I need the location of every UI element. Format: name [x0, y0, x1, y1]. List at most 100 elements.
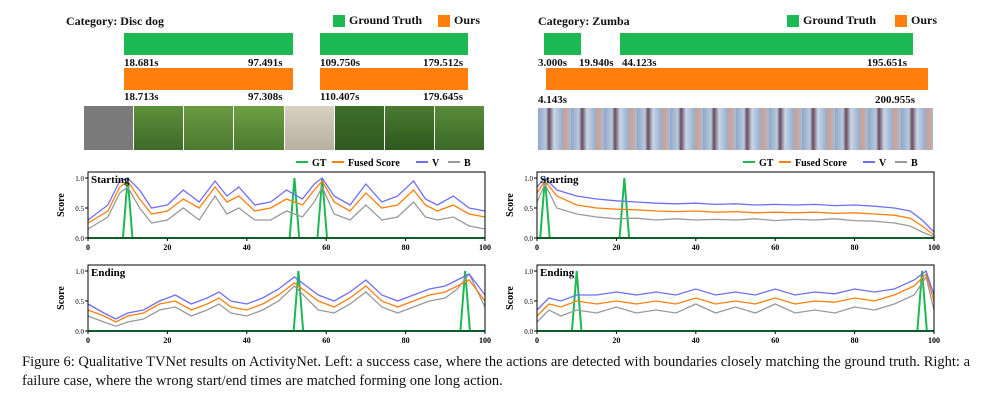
x-tick-label: 40 [243, 336, 251, 345]
chart-title: Ending [91, 267, 126, 279]
x-tick-label: 0 [535, 336, 539, 345]
x-tick-label: 60 [322, 243, 330, 252]
series-line-v [536, 177, 935, 233]
plot-frame [536, 171, 935, 239]
x-tick-label: 100 [479, 336, 491, 345]
left-ours-bar-1 [124, 68, 293, 90]
y-tick-label: 0.5 [75, 205, 84, 213]
y-tick-label: 0.0 [75, 235, 84, 243]
right-gt-end-2: 195.651s [867, 57, 908, 69]
legend-fused-text: Fused Score [795, 158, 847, 169]
right-gt-end-1: 19.940s [579, 57, 614, 69]
left-ours-start-2: 110.407s [320, 91, 360, 103]
right-plot-legend-svg: GT Fused Score V B [743, 158, 918, 169]
legend-v-text: V [432, 158, 440, 169]
x-tick-label: 40 [692, 243, 700, 252]
series-line-fused-score [536, 272, 935, 317]
left-gt-start-2: 109.750s [320, 57, 361, 69]
y-tick-label: 0.5 [75, 298, 84, 306]
video-frame [284, 106, 334, 150]
left-plot-legend: GT Fused Score V B [296, 155, 486, 169]
legend-b-text: B [464, 158, 471, 169]
right-gt-start-1: 3.000s [538, 57, 568, 69]
legend-gt-text: GT [759, 158, 774, 169]
right-gt-start-2: 44.123s [622, 57, 657, 69]
series-line-v [87, 273, 486, 320]
chart-title: Ending [540, 267, 575, 279]
x-tick-label: 60 [322, 336, 330, 345]
x-tick-label: 100 [928, 336, 940, 345]
left-plot-legend-svg: GT Fused Score V B [296, 158, 471, 169]
legend-fused-text: Fused Score [348, 158, 400, 169]
video-frame [234, 106, 284, 150]
x-tick-label: 20 [612, 336, 620, 345]
series-line-b [536, 182, 935, 238]
legend-v-text: V [879, 158, 887, 169]
left-gt-legend: Ground Truth [349, 13, 423, 27]
left-gt-swatch [333, 15, 345, 27]
x-tick-label: 0 [535, 243, 539, 252]
x-tick-label: 80 [851, 336, 859, 345]
series-line-b [87, 185, 486, 230]
plot-frame [87, 264, 486, 332]
series-line-fused-score [87, 179, 486, 224]
video-frame [184, 106, 234, 150]
y-tick-label: 1.0 [524, 175, 533, 183]
y-tick-label: 0.5 [524, 205, 533, 213]
left-ours-bar-2 [320, 68, 468, 90]
right-gt-swatch [787, 15, 799, 27]
left-gt-start-1: 18.681s [124, 57, 159, 69]
x-tick-label: 80 [851, 243, 859, 252]
left-ours-end-2: 179.645s [423, 91, 464, 103]
legend-gt-text: GT [312, 158, 327, 169]
right-ours-bar [546, 68, 928, 90]
y-axis-label: Score [56, 193, 67, 217]
video-frame [384, 106, 434, 150]
figure-caption: Figure 6: Qualitative TVNet results on A… [22, 354, 971, 389]
y-axis-label: Score [505, 286, 516, 310]
x-tick-label: 20 [612, 243, 620, 252]
right-category-label: Category: Zumba [538, 14, 630, 28]
x-tick-label: 0 [86, 336, 90, 345]
series-line-b [536, 275, 935, 323]
x-tick-label: 20 [163, 336, 171, 345]
right-gt-legend: Ground Truth [803, 13, 877, 27]
right-gt-bar-2 [620, 33, 913, 55]
gt-peak-line [88, 270, 485, 332]
video-frame [434, 106, 484, 150]
left-video-frames [84, 106, 484, 150]
right-gt-bar-1 [544, 33, 581, 55]
video-frame [134, 106, 184, 150]
right-ending-chart: Ending Score 0.0 0.5 1.0 0 20 40 60 80 100 [505, 264, 940, 345]
left-gt-end-1: 97.491s [248, 57, 283, 69]
x-tick-label: 20 [163, 243, 171, 252]
x-tick-label: 60 [771, 243, 779, 252]
right-ours-swatch [895, 15, 907, 27]
y-tick-label: 1.0 [75, 268, 84, 276]
y-tick-label: 0.5 [524, 298, 533, 306]
x-tick-label: 0 [86, 243, 90, 252]
x-tick-label: 40 [692, 336, 700, 345]
x-tick-label: 40 [243, 243, 251, 252]
series-line-v [536, 269, 935, 311]
right-video-frames [538, 108, 933, 150]
x-tick-label: 100 [928, 243, 940, 252]
gt-peak-line [88, 270, 485, 332]
left-ours-end-1: 97.308s [248, 91, 283, 103]
left-ours-swatch [438, 15, 450, 27]
series-line-fused-score [87, 279, 486, 323]
left-gt-end-2: 179.512s [423, 57, 464, 69]
y-tick-label: 1.0 [75, 175, 84, 183]
left-gt-bar-1 [124, 33, 293, 55]
y-tick-label: 1.0 [524, 268, 533, 276]
left-category-label: Category: Disc dog [66, 14, 164, 28]
right-ours-legend: Ours [911, 13, 938, 27]
x-tick-label: 60 [771, 336, 779, 345]
x-tick-label: 80 [402, 336, 410, 345]
series-line-fused-score [536, 179, 935, 236]
y-axis-label: Score [505, 193, 516, 217]
left-gt-bar-2 [320, 33, 468, 55]
series-line-v [87, 177, 486, 221]
x-tick-label: 100 [479, 243, 491, 252]
video-frame [334, 106, 384, 150]
